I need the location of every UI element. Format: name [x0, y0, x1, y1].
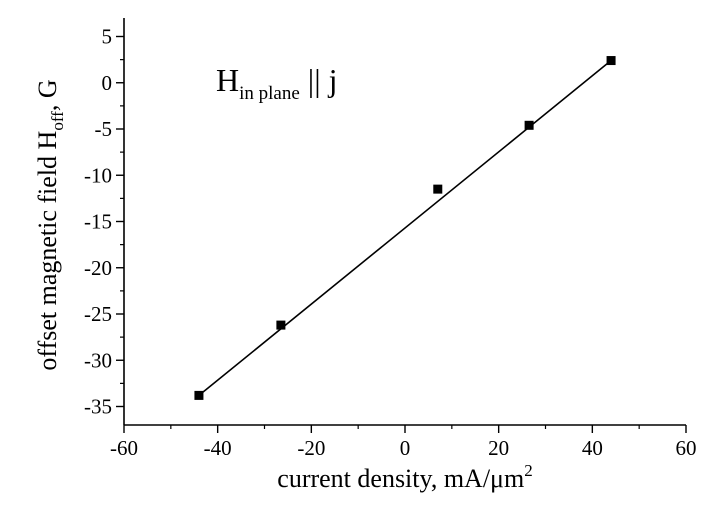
x-axis-label-sup: 2	[524, 461, 533, 480]
axes	[123, 18, 686, 426]
y-tick-label: -5	[95, 117, 113, 141]
x-tick-label: 60	[676, 436, 697, 460]
data-point	[606, 56, 616, 66]
x-tick-label: 0	[400, 436, 411, 460]
data-point	[276, 320, 286, 330]
annotation: Hin plane || j	[216, 62, 338, 104]
annotation-rest: || j	[300, 62, 338, 98]
y-tick-label: -25	[84, 302, 112, 326]
y-tick-label: -10	[84, 163, 112, 187]
y-axis-label-rest: , G	[33, 79, 62, 111]
ticks: -60 -40 -20 0 20 40 60 5 0 -5 -10 -15 -20 -25 -30 -35	[84, 25, 697, 461]
fit-line	[198, 59, 612, 397]
y-tick-label: -20	[84, 256, 112, 280]
y-tick-label: -30	[84, 348, 112, 372]
annotation-main: H	[216, 62, 239, 98]
x-axis-label-text: current density, mA/μm	[277, 464, 524, 493]
data-point	[433, 184, 443, 194]
x-tick-label: -60	[110, 436, 138, 460]
x-axis-label: current density, mA/μm2	[277, 461, 532, 493]
plot-area	[194, 56, 616, 400]
y-axis-label-sub: off	[48, 111, 67, 131]
x-tick-label: -20	[297, 436, 325, 460]
y-axis-label-main: offset magnetic field H	[33, 130, 62, 370]
y-tick-label: -35	[84, 395, 112, 419]
x-tick-label: 40	[582, 436, 603, 460]
data-point	[194, 390, 204, 400]
x-tick-label: -40	[204, 436, 232, 460]
annotation-sub: in plane	[239, 83, 300, 104]
y-axis-label: offset magnetic field Hoff, G	[33, 79, 67, 370]
y-tick-label: -15	[84, 210, 112, 234]
y-tick-label: 0	[102, 71, 113, 95]
data-point	[524, 120, 534, 130]
y-tick-label: 5	[102, 25, 113, 49]
x-tick-label: 20	[488, 436, 509, 460]
